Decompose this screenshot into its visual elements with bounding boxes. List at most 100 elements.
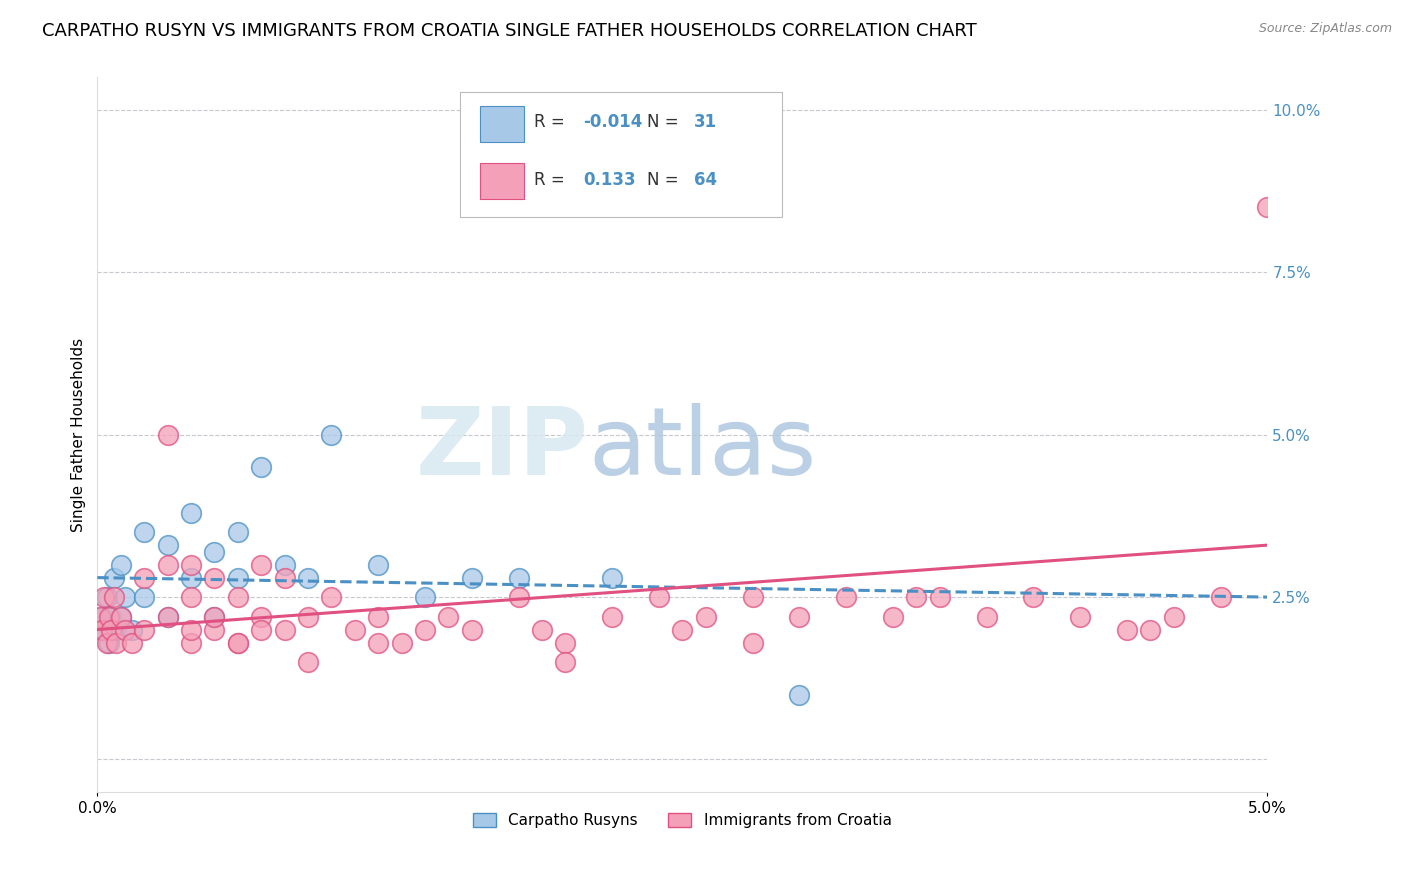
Point xyxy=(100,623,122,637)
Point xyxy=(321,427,343,442)
FancyBboxPatch shape xyxy=(460,92,782,217)
Text: 31: 31 xyxy=(695,113,717,131)
Text: N =: N = xyxy=(647,170,685,188)
Point xyxy=(461,623,484,637)
Point xyxy=(134,590,156,604)
Point xyxy=(1163,609,1185,624)
Point xyxy=(103,571,125,585)
Point xyxy=(297,571,319,585)
Point xyxy=(134,571,156,585)
Point xyxy=(391,635,413,649)
Point xyxy=(1116,623,1139,637)
Point xyxy=(96,635,118,649)
Point xyxy=(180,623,202,637)
Point xyxy=(114,623,136,637)
Point xyxy=(114,590,136,604)
Text: N =: N = xyxy=(647,113,685,131)
Point xyxy=(671,623,693,637)
Text: 0.133: 0.133 xyxy=(583,170,636,188)
Point xyxy=(202,571,225,585)
Point xyxy=(1022,590,1045,604)
Legend: Carpatho Rusyns, Immigrants from Croatia: Carpatho Rusyns, Immigrants from Croatia xyxy=(467,807,898,834)
Point xyxy=(508,590,530,604)
Text: R =: R = xyxy=(534,170,569,188)
Point xyxy=(273,558,295,572)
Point xyxy=(180,590,202,604)
Point xyxy=(461,571,484,585)
Point xyxy=(741,590,763,604)
Point xyxy=(976,609,998,624)
Point xyxy=(93,590,115,604)
Point xyxy=(202,623,225,637)
Point xyxy=(156,609,179,624)
Point xyxy=(789,688,811,702)
Point xyxy=(100,609,122,624)
Point xyxy=(1209,590,1232,604)
Point xyxy=(530,623,553,637)
Point xyxy=(250,623,273,637)
Point xyxy=(437,609,460,624)
Point xyxy=(226,635,249,649)
Point xyxy=(202,609,225,624)
Text: R =: R = xyxy=(534,113,569,131)
Point xyxy=(367,635,389,649)
Text: 64: 64 xyxy=(695,170,717,188)
Point xyxy=(695,609,717,624)
Text: Source: ZipAtlas.com: Source: ZipAtlas.com xyxy=(1258,22,1392,36)
Point xyxy=(297,655,319,669)
Point xyxy=(600,609,623,624)
Point xyxy=(250,609,273,624)
Point xyxy=(250,558,273,572)
Point xyxy=(98,635,121,649)
Point xyxy=(202,544,225,558)
Text: CARPATHO RUSYN VS IMMIGRANTS FROM CROATIA SINGLE FATHER HOUSEHOLDS CORRELATION C: CARPATHO RUSYN VS IMMIGRANTS FROM CROATI… xyxy=(42,22,977,40)
Point xyxy=(89,609,111,624)
Point xyxy=(508,571,530,585)
Point xyxy=(110,609,132,624)
Point xyxy=(156,427,179,442)
Bar xyxy=(479,106,524,142)
Point xyxy=(105,623,128,637)
Point xyxy=(600,571,623,585)
Point xyxy=(180,506,202,520)
Y-axis label: Single Father Households: Single Father Households xyxy=(72,338,86,532)
Point xyxy=(110,558,132,572)
Point xyxy=(882,609,904,624)
Point xyxy=(1069,609,1091,624)
Point xyxy=(93,623,115,637)
Point xyxy=(297,609,319,624)
Point xyxy=(367,609,389,624)
Point xyxy=(180,571,202,585)
Point xyxy=(321,590,343,604)
Point xyxy=(121,635,143,649)
Point xyxy=(226,590,249,604)
Point xyxy=(835,590,858,604)
Point xyxy=(110,609,132,624)
Point xyxy=(156,538,179,552)
Point xyxy=(202,609,225,624)
Point xyxy=(226,635,249,649)
Text: ZIP: ZIP xyxy=(416,403,589,495)
Point xyxy=(105,635,128,649)
Point xyxy=(648,590,671,604)
Point xyxy=(134,525,156,540)
Point xyxy=(273,623,295,637)
Point xyxy=(121,623,143,637)
Point xyxy=(413,590,436,604)
Point xyxy=(1256,200,1278,214)
Point xyxy=(103,590,125,604)
Point xyxy=(98,609,121,624)
Point xyxy=(180,558,202,572)
Point xyxy=(789,609,811,624)
Point xyxy=(226,571,249,585)
Point xyxy=(250,460,273,475)
Point xyxy=(554,635,576,649)
Point xyxy=(343,623,366,637)
Point xyxy=(96,590,118,604)
Point xyxy=(367,558,389,572)
Point xyxy=(134,623,156,637)
Point xyxy=(226,525,249,540)
Text: atlas: atlas xyxy=(589,403,817,495)
Text: -0.014: -0.014 xyxy=(583,113,643,131)
Point xyxy=(91,623,114,637)
